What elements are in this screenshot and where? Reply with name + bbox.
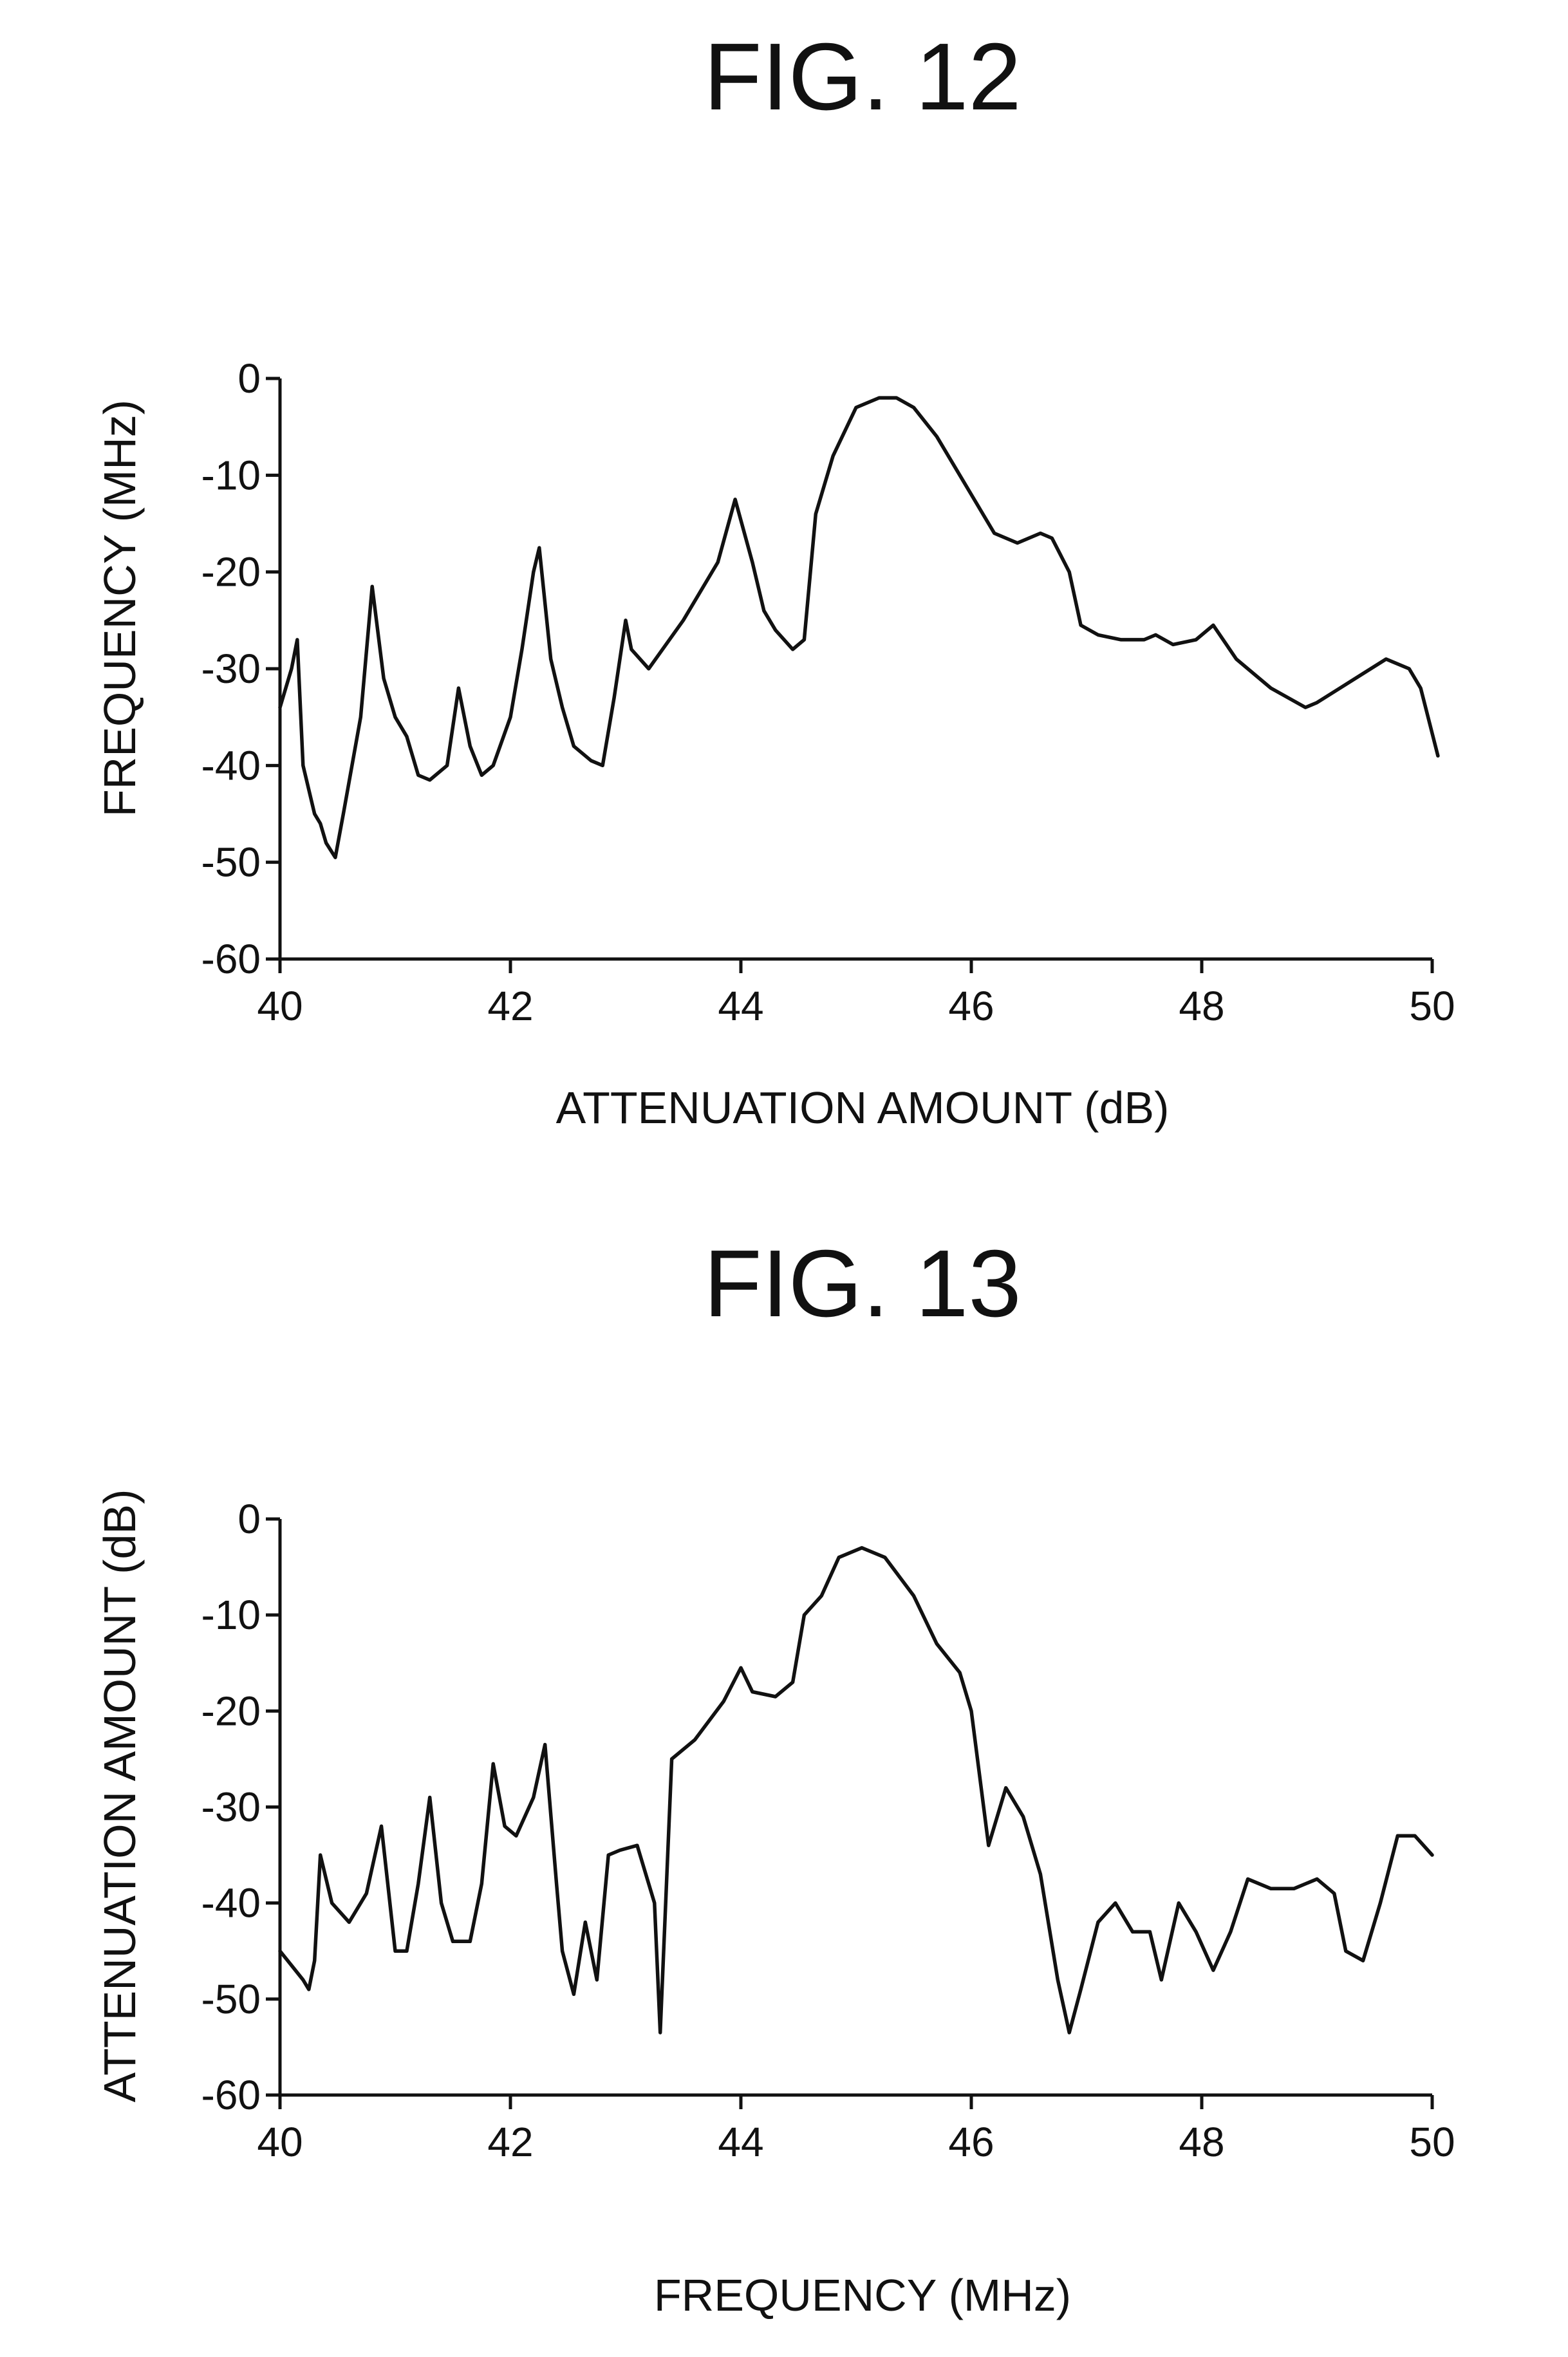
series-line xyxy=(280,1548,1432,2033)
y-axis-label: FREQUENCY (MHz) xyxy=(95,400,145,817)
y-tick-label: -10 xyxy=(201,452,261,498)
chart-title: FIG. 12 xyxy=(704,24,1022,130)
y-tick-label: -50 xyxy=(201,839,261,886)
x-tick-label: 50 xyxy=(1409,2119,1455,2165)
x-axis-label: FREQUENCY (MHz) xyxy=(654,2270,1071,2320)
x-tick-label: 44 xyxy=(718,983,763,1029)
x-tick-label: 40 xyxy=(257,983,303,1029)
x-axis-label: ATTENUATION AMOUNT (dB) xyxy=(556,1083,1170,1133)
x-tick-label: 46 xyxy=(948,2119,994,2165)
x-tick-label: 46 xyxy=(948,983,994,1029)
chart-fig-12: FIG. 12 0-10-20-30-40-50-60404244464850 … xyxy=(95,24,1455,1133)
y-tick-label: -30 xyxy=(201,1784,261,1831)
chart-title: FIG. 13 xyxy=(704,1231,1022,1337)
x-tick-label: 40 xyxy=(257,2119,303,2165)
y-tick-label: -40 xyxy=(201,742,261,788)
y-tick-label: -60 xyxy=(201,936,261,982)
y-tick-label: -60 xyxy=(201,2072,261,2118)
chart-fig-13: FIG. 13 0-10-20-30-40-50-60404244464850 … xyxy=(95,1231,1455,2320)
y-tick-label: -40 xyxy=(201,1880,261,1926)
x-tick-label: 42 xyxy=(487,2119,533,2165)
x-tick-label: 48 xyxy=(1179,983,1224,1029)
y-axis-label: ATTENUATION AMOUNT (dB) xyxy=(95,1489,145,2103)
y-tick-label: -50 xyxy=(201,1976,261,2022)
plot-area: 0 -10 -20 -30 -40 -50 -6040 42 44 46 48 50 xyxy=(201,1496,1455,2165)
x-tick-label: 48 xyxy=(1179,2119,1224,2165)
x-tick-label: 50 xyxy=(1409,983,1455,1029)
x-tick-label: 42 xyxy=(487,983,533,1029)
plot-area: 0 -10 -20 -30 -40 -50 -6040 42 44 46 48 50 xyxy=(201,355,1455,1029)
y-tick-label: -20 xyxy=(201,549,261,595)
y-tick-label: 0 xyxy=(238,1496,261,1542)
y-tick-label: -20 xyxy=(201,1688,261,1734)
series-line xyxy=(280,398,1438,857)
x-tick-label: 44 xyxy=(718,2119,763,2165)
y-tick-label: 0 xyxy=(238,355,261,402)
y-tick-label: -30 xyxy=(201,646,261,692)
y-tick-label: -10 xyxy=(201,1592,261,1638)
